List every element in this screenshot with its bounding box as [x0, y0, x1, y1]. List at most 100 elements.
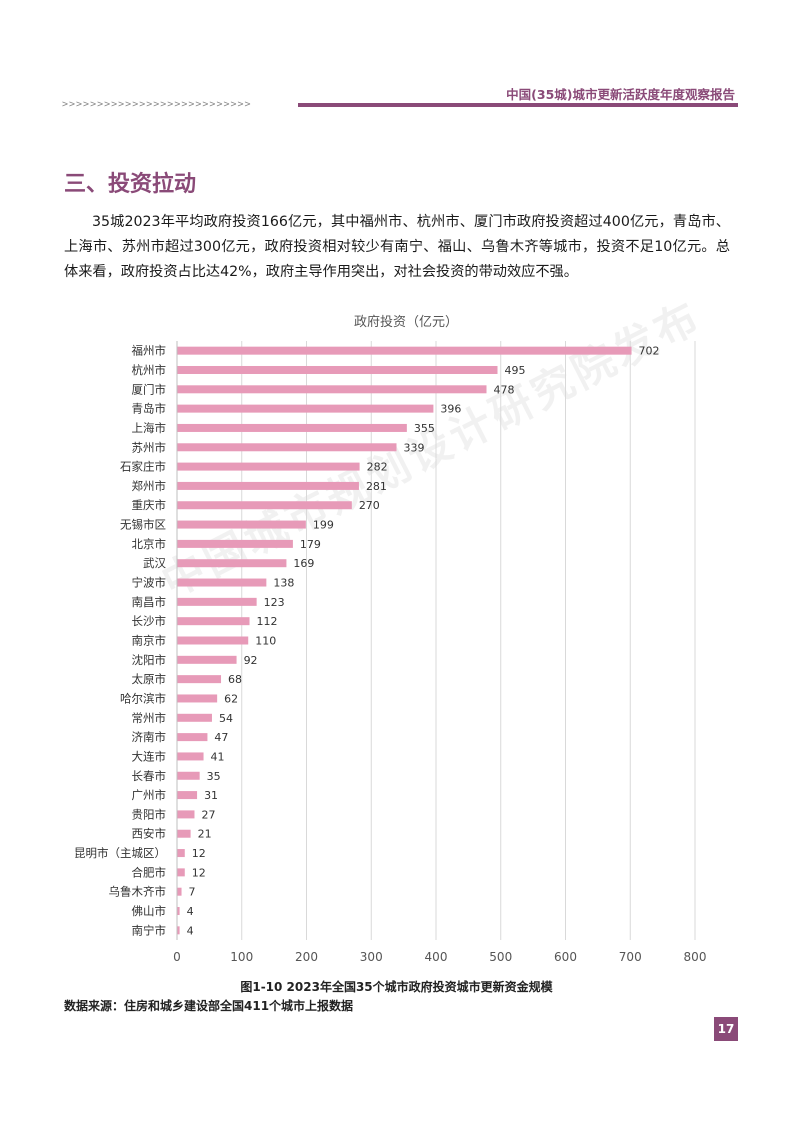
bar: [177, 636, 249, 645]
bar: [177, 907, 180, 916]
category-label: 哈尔滨市: [120, 691, 166, 705]
bar: [177, 617, 250, 626]
data-label: 7: [189, 886, 196, 899]
bar: [177, 675, 222, 684]
category-label: 无锡市区: [120, 518, 166, 532]
category-label: 石家庄市: [120, 460, 166, 474]
page-number: 17: [714, 1017, 738, 1041]
category-label: 南昌市: [132, 595, 167, 609]
x-tick-label: 600: [554, 950, 577, 964]
bar: [177, 385, 487, 394]
category-label: 合肥市: [132, 865, 167, 879]
data-label: 12: [192, 866, 206, 879]
data-label: 68: [228, 673, 242, 686]
bar: [177, 655, 237, 664]
bar: [177, 404, 434, 413]
x-tick-label: 400: [425, 950, 448, 964]
category-label: 宁波市: [132, 576, 167, 590]
bar: [177, 694, 218, 703]
data-label: 21: [198, 828, 212, 841]
bar: [177, 849, 185, 858]
bar: [177, 365, 498, 374]
x-tick-label: 700: [619, 950, 642, 964]
bar: [177, 771, 200, 780]
bar: [177, 597, 257, 606]
category-label: 福州市: [132, 344, 167, 358]
data-label: 339: [404, 441, 425, 454]
data-label: 41: [211, 750, 225, 763]
category-label: 苏州市: [132, 440, 167, 454]
chart-title: 政府投资（亿元）: [354, 314, 458, 330]
bar: [177, 462, 360, 471]
data-label: 270: [359, 499, 380, 512]
category-label: 南京市: [132, 634, 167, 648]
x-tick-label: 100: [230, 950, 253, 964]
bar: [177, 520, 306, 529]
category-label: 沈阳市: [132, 653, 167, 667]
data-label: 27: [201, 808, 215, 821]
category-label: 北京市: [132, 537, 167, 551]
bar: [177, 559, 287, 568]
data-label: 123: [264, 596, 285, 609]
bar: [177, 713, 212, 722]
body-paragraph: 35城2023年平均政府投资166亿元，其中福州市、杭州市、厦门市政府投资超过4…: [64, 214, 730, 280]
x-tick-label: 500: [489, 950, 512, 964]
bar: [177, 791, 198, 800]
bar: [177, 829, 191, 838]
bar: [177, 578, 267, 587]
category-label: 南宁市: [132, 923, 167, 937]
category-label: 西安市: [132, 827, 167, 841]
x-tick-label: 0: [173, 950, 181, 964]
data-label: 47: [214, 731, 228, 744]
data-label: 199: [313, 519, 334, 532]
bar: [177, 810, 195, 819]
category-label: 长沙市: [132, 614, 167, 628]
data-label: 4: [187, 905, 194, 918]
bar: [177, 481, 359, 490]
figure-caption: 图1-10 2023年全国35个城市政府投资城市更新资金规模: [240, 980, 553, 994]
x-tick-label: 300: [360, 950, 383, 964]
category-label: 厦门市: [132, 382, 167, 396]
category-label: 佛山市: [132, 904, 167, 918]
data-label: 54: [219, 712, 233, 725]
bar: [177, 443, 397, 452]
data-source: 数据来源：住房和城乡建设部全国411个城市上报数据: [64, 999, 354, 1013]
bar: [177, 539, 293, 548]
category-label: 常州市: [132, 711, 167, 725]
data-label: 110: [255, 635, 276, 648]
data-label: 179: [300, 538, 321, 551]
bar: [177, 752, 204, 761]
category-label: 郑州市: [132, 479, 167, 493]
category-label: 济南市: [132, 730, 167, 744]
category-label: 上海市: [132, 421, 167, 435]
report-title: 中国(35城)城市更新活跃度年度观察报告: [506, 87, 735, 102]
category-label: 贵阳市: [132, 807, 167, 821]
data-label: 478: [494, 383, 515, 396]
category-label: 广州市: [132, 788, 167, 802]
data-label: 355: [414, 422, 435, 435]
category-label: 乌鲁木齐市: [109, 885, 167, 899]
category-label: 武汉: [143, 556, 166, 570]
category-label: 长春市: [132, 769, 167, 783]
bar-chart: 政府投资（亿元） 0 100 200 300 400 500 600 700 800 福州市 702 杭…: [74, 314, 707, 964]
x-tick-label: 200: [295, 950, 318, 964]
bar: [177, 346, 632, 355]
category-label: 青岛市: [132, 402, 167, 416]
bar: [177, 926, 180, 935]
data-label: 62: [224, 692, 238, 705]
data-label: 112: [257, 615, 278, 628]
bar: [177, 868, 185, 877]
category-label: 太原市: [132, 672, 167, 686]
section-title: 三、投资拉动: [64, 172, 197, 197]
data-label: 281: [366, 480, 387, 493]
data-label: 35: [207, 770, 221, 783]
bar: [177, 733, 208, 742]
data-label: 396: [440, 403, 461, 416]
data-label: 169: [293, 557, 314, 570]
data-label: 495: [505, 364, 526, 377]
data-label: 92: [244, 654, 258, 667]
data-label: 31: [204, 789, 218, 802]
category-label: 大连市: [132, 749, 167, 763]
x-tick-label: 800: [684, 950, 707, 964]
bar: [177, 423, 407, 432]
